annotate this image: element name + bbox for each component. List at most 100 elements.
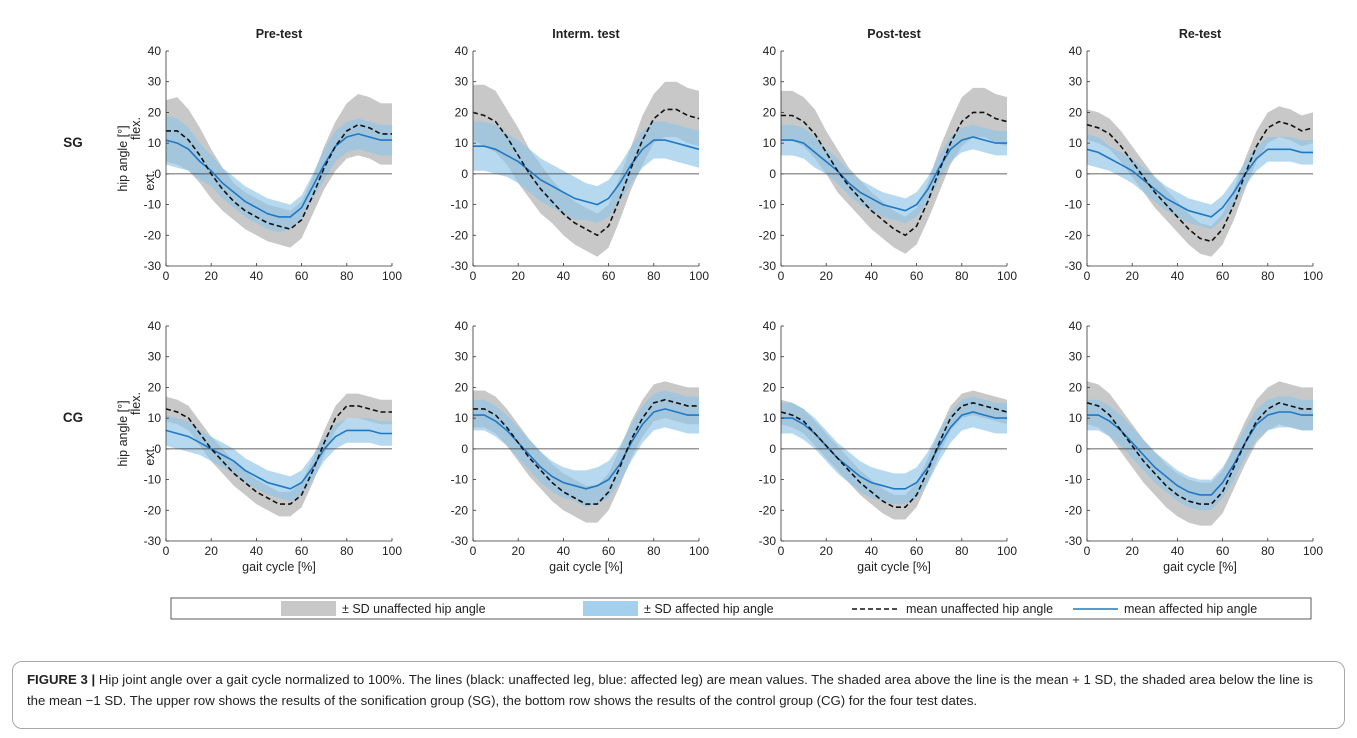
y-tick-label: -30 — [144, 259, 162, 273]
y-tick-label: 30 — [1069, 75, 1083, 89]
y-tick-label: -20 — [451, 503, 469, 517]
y-axis-ext-label: ext. — [143, 170, 157, 190]
y-tick-label: 0 — [154, 167, 161, 181]
x-tick-label: 100 — [997, 269, 1017, 283]
x-tick-label: 0 — [470, 269, 477, 283]
y-tick-label: 40 — [1069, 319, 1083, 333]
y-tick-label: 0 — [154, 442, 161, 456]
x-tick-label: 100 — [1303, 544, 1323, 558]
mean-line-unaffected — [165, 405, 392, 505]
y-tick-label: 0 — [461, 442, 468, 456]
y-tick-label: 30 — [455, 75, 469, 89]
y-tick-label: 20 — [455, 380, 469, 394]
y-tick-label: 20 — [1069, 105, 1083, 119]
x-tick-label: 40 — [865, 544, 879, 558]
x-tick-label: 60 — [910, 269, 924, 283]
x-tick-label: 40 — [865, 269, 879, 283]
x-tick-label: 20 — [820, 269, 834, 283]
y-tick-label: -10 — [1065, 198, 1083, 212]
y-tick-label: 40 — [148, 44, 162, 58]
legend-label: ± SD unaffected hip angle — [342, 602, 486, 616]
x-tick-label: 60 — [295, 269, 309, 283]
sd-band-unaffected — [781, 87, 1007, 254]
figure-caption: FIGURE 3 | Hip joint angle over a gait c… — [12, 661, 1345, 729]
x-tick-label: 40 — [557, 544, 571, 558]
x-tick-label: 20 — [820, 544, 834, 558]
x-tick-label: 20 — [205, 269, 219, 283]
legend-label: ± SD affected hip angle — [644, 602, 774, 616]
y-tick-label: 20 — [763, 105, 777, 119]
column-title: Interm. test — [552, 27, 620, 41]
y-tick-label: 40 — [763, 319, 777, 333]
legend-swatch-unaffected-sd — [281, 601, 336, 616]
row-label-sg: SG — [63, 135, 83, 150]
y-axis-flex-label: flex. — [129, 117, 143, 140]
x-tick-label: 0 — [1084, 544, 1091, 558]
y-tick-label: 30 — [763, 350, 777, 364]
x-tick-label: 100 — [689, 269, 709, 283]
x-tick-label: 80 — [955, 269, 969, 283]
y-tick-label: 20 — [148, 380, 162, 394]
mean-line-affected — [473, 139, 700, 206]
x-tick-label: 60 — [602, 544, 616, 558]
y-tick-label: -10 — [144, 473, 162, 487]
y-tick-label: 40 — [455, 44, 469, 58]
x-tick-label: 60 — [295, 544, 309, 558]
y-tick-label: 10 — [148, 136, 162, 150]
x-tick-label: 0 — [1084, 269, 1091, 283]
y-tick-label: 20 — [1069, 380, 1083, 394]
legend-swatch-affected-sd — [583, 601, 638, 616]
x-axis-label: gait cycle [%] — [857, 560, 931, 574]
y-tick-label: 10 — [455, 136, 469, 150]
x-tick-label: 40 — [250, 269, 264, 283]
mean-line-affected — [473, 408, 699, 490]
y-tick-label: 30 — [455, 350, 469, 364]
x-tick-label: 0 — [778, 544, 785, 558]
x-tick-label: 0 — [163, 269, 170, 283]
x-tick-label: 60 — [1216, 544, 1230, 558]
sd-band-affected — [781, 396, 1007, 505]
sd-band-unaffected — [1087, 106, 1313, 257]
row-label-cg: CG — [63, 410, 83, 425]
column-title: Post-test — [867, 27, 921, 41]
y-tick-label: -10 — [144, 198, 162, 212]
y-tick-label: 20 — [148, 105, 162, 119]
x-tick-label: 100 — [382, 544, 402, 558]
mean-line-unaffected — [473, 398, 699, 505]
x-tick-label: 20 — [205, 544, 219, 558]
sd-band-affected — [473, 121, 699, 223]
y-tick-label: -30 — [1065, 259, 1083, 273]
y-tick-label: 10 — [148, 411, 162, 425]
y-tick-label: -20 — [1065, 503, 1083, 517]
mean-line-affected — [165, 133, 392, 218]
x-tick-label: 60 — [602, 269, 616, 283]
x-tick-label: 80 — [955, 544, 969, 558]
y-tick-label: 10 — [1069, 136, 1083, 150]
x-tick-label: 80 — [340, 544, 354, 558]
x-tick-label: 40 — [250, 544, 264, 558]
y-tick-label: 30 — [148, 75, 162, 89]
y-tick-label: 0 — [769, 167, 776, 181]
mean-line-unaffected — [1086, 120, 1314, 243]
y-tick-label: -30 — [451, 259, 469, 273]
y-tick-label: -20 — [759, 228, 777, 242]
y-tick-label: -10 — [1065, 473, 1083, 487]
y-tick-label: -30 — [759, 534, 777, 548]
x-axis-label: gait cycle [%] — [242, 560, 316, 574]
y-tick-label: 0 — [1075, 167, 1082, 181]
y-tick-label: -10 — [451, 473, 469, 487]
caption-label: FIGURE 3 | — [27, 672, 96, 687]
x-tick-label: 60 — [1216, 269, 1230, 283]
y-tick-label: 30 — [1069, 350, 1083, 364]
y-tick-label: -20 — [144, 228, 162, 242]
y-tick-label: 30 — [763, 75, 777, 89]
legend-label: mean affected hip angle — [1124, 602, 1257, 616]
mean-line-affected — [1086, 148, 1313, 218]
y-tick-label: -30 — [144, 534, 162, 548]
